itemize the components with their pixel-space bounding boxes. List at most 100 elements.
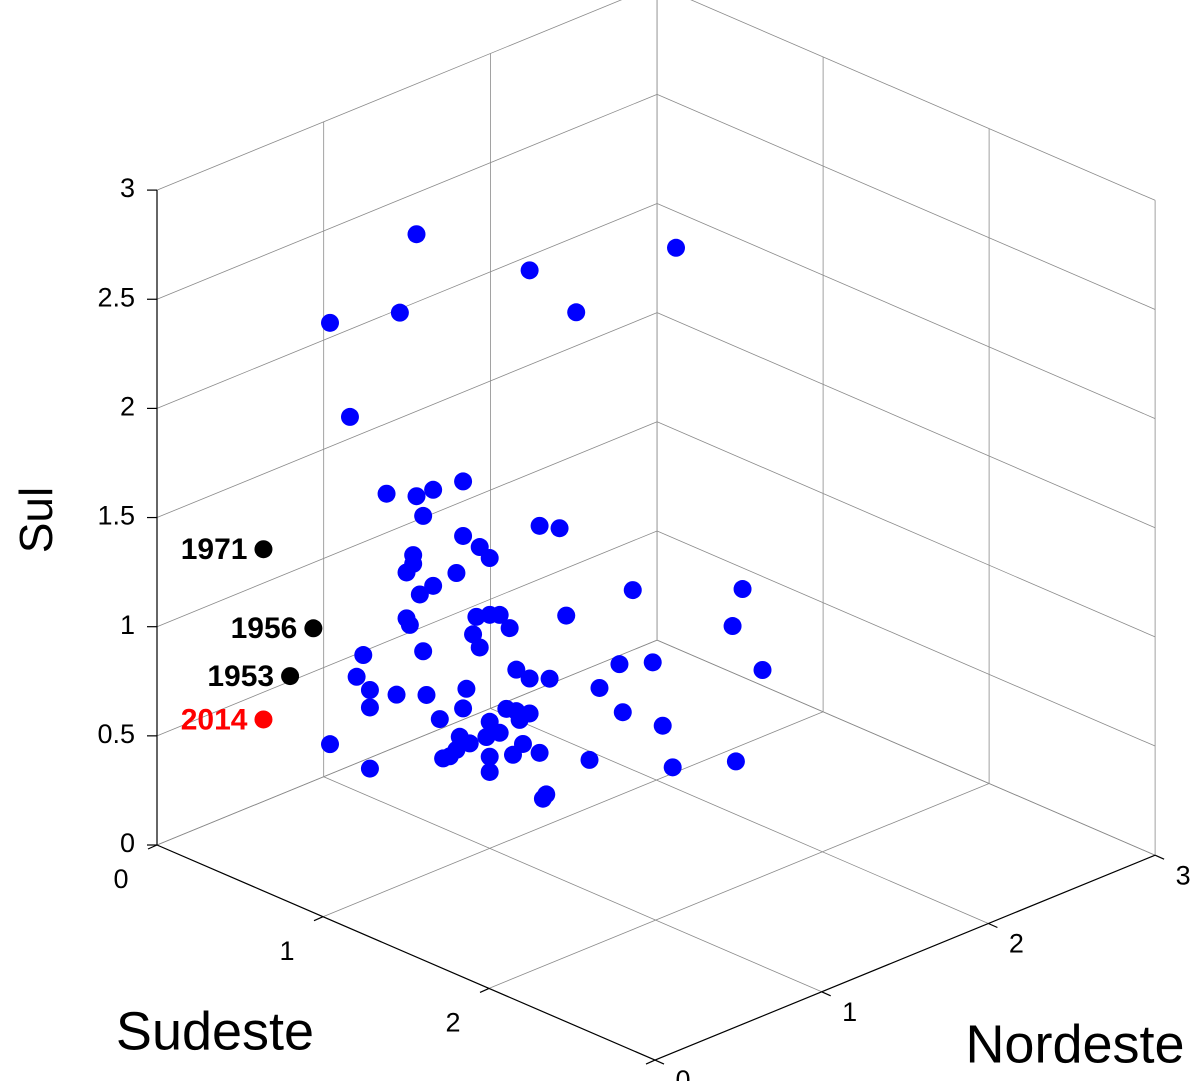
x-tick-label: 3 <box>611 1079 626 1081</box>
tick-mark <box>147 844 158 850</box>
data-point <box>663 758 682 777</box>
y-tick-label: 0 <box>675 1065 690 1081</box>
data-point <box>540 669 559 688</box>
grid-line <box>656 93 1156 310</box>
annotation: 1956 <box>231 612 298 645</box>
z-tick-label: 2.5 <box>97 282 135 312</box>
y-tick-label: 1 <box>842 997 857 1027</box>
tick-mark <box>1154 854 1165 860</box>
data-point <box>454 699 473 718</box>
data-point <box>430 710 449 729</box>
grid-line <box>656 530 1156 747</box>
data-point <box>404 554 423 573</box>
data-point <box>447 564 466 583</box>
y-tick-label: 2 <box>1009 929 1024 959</box>
z-tick-label: 3 <box>120 173 135 203</box>
data-point <box>414 642 433 661</box>
tick-mark <box>821 991 831 997</box>
data-point <box>550 519 569 538</box>
data-point <box>360 681 379 699</box>
data-point <box>733 580 752 599</box>
data-point <box>557 606 576 625</box>
data-point <box>643 653 662 672</box>
data-point <box>347 667 366 686</box>
data-point <box>424 576 443 595</box>
axis-line <box>156 844 656 1061</box>
data-point <box>417 685 436 704</box>
tick-mark <box>988 922 998 929</box>
y-axis-label: Nordeste <box>965 1014 1184 1074</box>
grid-line <box>490 708 989 924</box>
z-axis-label: Sul <box>10 487 62 553</box>
data-point <box>414 506 433 525</box>
data-point <box>503 745 522 764</box>
data-point <box>590 678 609 697</box>
z-tick-label: 2 <box>120 392 135 422</box>
grid-line <box>156 93 658 300</box>
z-tick-label: 1 <box>120 610 135 640</box>
x-axis-label: Sudeste <box>116 1001 314 1061</box>
grid-line <box>156 639 658 846</box>
grid-line <box>323 776 822 993</box>
data-point <box>321 735 340 754</box>
data-point <box>510 710 529 729</box>
z-tick-label: 0 <box>120 828 135 858</box>
grid-line <box>322 711 824 918</box>
annotated-point <box>304 619 323 638</box>
z-tick-label: 1.5 <box>97 501 135 531</box>
data-point <box>360 759 379 778</box>
data-point <box>407 225 426 244</box>
data-point <box>390 303 409 322</box>
data-point <box>470 638 489 657</box>
data-point <box>500 619 519 638</box>
data-point <box>667 238 686 257</box>
data-point <box>723 617 742 636</box>
data-point <box>610 655 629 674</box>
data-point <box>454 472 473 491</box>
data-point <box>434 749 453 768</box>
x-tick-label: 2 <box>445 1008 460 1038</box>
grid-line <box>656 203 1156 419</box>
grid-line <box>156 421 658 628</box>
data-point <box>520 669 539 688</box>
data-point <box>480 549 499 568</box>
tick-mark <box>313 916 324 922</box>
z-tick-label: 0.5 <box>97 719 135 749</box>
data-point <box>580 750 599 769</box>
data-point <box>407 487 426 506</box>
annotated-point <box>281 667 300 686</box>
data-point <box>321 313 340 332</box>
data-point <box>530 516 549 535</box>
data-point <box>726 752 745 771</box>
x-tick-label: 1 <box>279 936 294 966</box>
data-point <box>360 698 379 717</box>
data-point <box>447 740 466 759</box>
data-point <box>567 303 586 322</box>
data-point <box>400 615 419 634</box>
data-point <box>480 762 499 781</box>
grid-line <box>656 312 1156 529</box>
annotation: 1971 <box>181 533 248 566</box>
data-point <box>424 480 443 499</box>
data-point <box>454 526 473 545</box>
data-point <box>490 605 509 624</box>
data-point <box>507 660 526 679</box>
grid-line <box>156 312 658 518</box>
grid-line <box>690 0 1156 201</box>
data-point <box>467 607 486 626</box>
data-point <box>753 660 772 679</box>
data-point <box>410 585 429 604</box>
data-point <box>530 743 549 762</box>
data-point <box>377 484 396 503</box>
data-point <box>520 261 539 280</box>
grid-line <box>656 639 1156 856</box>
annotation: 2014 <box>181 703 248 736</box>
annotated-point <box>254 540 273 559</box>
data-point <box>457 679 476 698</box>
data-point <box>340 407 359 426</box>
tick-mark <box>479 987 490 993</box>
y-tick-label: 3 <box>1176 860 1191 890</box>
data-point <box>480 747 499 766</box>
data-point <box>623 581 642 600</box>
x-tick-label: 0 <box>113 864 128 894</box>
